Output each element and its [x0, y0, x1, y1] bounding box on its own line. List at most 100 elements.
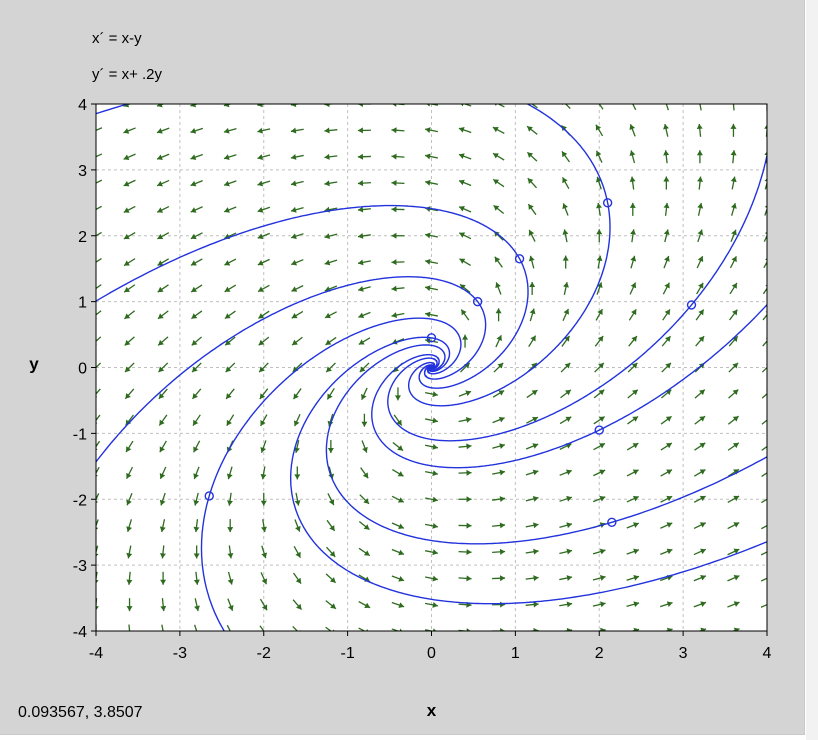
field-arrow: [191, 388, 202, 400]
field-arrow: [562, 255, 569, 269]
field-arrow: [227, 598, 234, 611]
field-arrow: [361, 387, 368, 401]
field-arrow: [391, 522, 405, 529]
y-axis-label: y: [29, 355, 39, 374]
field-arrow: [190, 232, 203, 240]
field-arrow: [158, 414, 168, 426]
field-arrow: [492, 416, 505, 424]
field-arrow: [123, 153, 136, 161]
field-arrow: [358, 311, 371, 319]
field-arrow: [424, 285, 439, 292]
field-arrow: [693, 548, 707, 556]
field-arrow: [391, 285, 405, 292]
x-tick-label: 0: [427, 645, 436, 662]
field-arrow: [193, 571, 200, 585]
field-arrow: [291, 336, 303, 346]
field-arrow: [391, 153, 405, 160]
field-arrow: [458, 522, 472, 529]
field-arrow: [226, 414, 235, 427]
field-arrow: [291, 310, 304, 319]
field-arrow: [662, 282, 670, 295]
field-arrow: [562, 203, 569, 216]
field-arrow: [223, 206, 237, 213]
field-arrow: [391, 179, 405, 186]
field-arrow: [293, 545, 302, 558]
field-arrow: [292, 599, 303, 610]
initial-point-marker[interactable]: [594, 425, 604, 435]
field-arrow: [159, 466, 167, 480]
field-arrow: [158, 362, 169, 373]
field-arrow: [192, 414, 201, 426]
field-arrow: [424, 311, 439, 318]
field-arrow: [157, 258, 170, 267]
field-arrow: [190, 127, 204, 134]
field-arrow: [627, 389, 639, 399]
field-arrow: [458, 153, 472, 160]
field-arrow: [693, 468, 706, 477]
field-arrow: [492, 575, 506, 582]
field-arrow: [290, 206, 304, 213]
field-arrow: [592, 548, 606, 555]
initial-point-marker[interactable]: [204, 491, 214, 501]
field-arrow: [360, 467, 369, 479]
field-arrow: [193, 492, 200, 506]
field-arrow: [596, 229, 603, 243]
initial-point-marker[interactable]: [602, 198, 613, 208]
trajectory-curve: [371, 303, 767, 469]
field-arrow: [659, 601, 673, 608]
field-arrow: [561, 627, 573, 631]
field-arrow: [693, 574, 707, 582]
field-arrow: [663, 255, 670, 269]
field-arrow: [257, 284, 270, 293]
field-arrow: [157, 284, 169, 293]
field-arrow: [294, 440, 300, 454]
field-arrow: [193, 440, 201, 453]
field-arrow: [123, 127, 136, 134]
field-arrow: [191, 336, 203, 346]
field-arrow: [492, 126, 505, 135]
field-arrow: [294, 492, 301, 506]
field-arrow: [595, 124, 604, 137]
field-arrow: [494, 104, 505, 108]
field-arrow: [160, 571, 167, 585]
field-arrow: [291, 285, 304, 292]
field-arrow: [526, 416, 539, 424]
field-arrow: [562, 308, 570, 321]
x-tick-label: 2: [595, 645, 604, 662]
field-arrow: [660, 495, 673, 503]
field-arrow: [525, 601, 539, 608]
field-arrow: [528, 335, 537, 348]
field-arrow: [124, 388, 135, 400]
field-arrow: [495, 282, 502, 295]
initial-points[interactable]: [204, 198, 697, 528]
field-arrow: [662, 309, 671, 321]
field-arrow: [426, 104, 439, 107]
field-arrow: [663, 202, 670, 216]
field-arrow: [730, 176, 737, 190]
x-tick-label: -3: [173, 645, 187, 662]
field-arrow: [123, 258, 136, 267]
field-arrow: [596, 255, 603, 269]
field-arrow: [526, 389, 538, 399]
field-arrow: [460, 104, 472, 107]
field-arrow: [357, 259, 371, 266]
trajectory-curve: [96, 276, 487, 463]
field-arrow: [626, 522, 640, 529]
axis-ticks: -4 -3 -2 -1 0 1 2 3 4 -4 -3 -2 -1 0 1 2 3 4: [73, 97, 772, 662]
initial-point-marker[interactable]: [426, 333, 437, 343]
initial-point-marker[interactable]: [472, 296, 483, 307]
y-tick-label: -4: [73, 624, 87, 641]
field-arrow: [358, 337, 371, 346]
initial-point-marker[interactable]: [607, 517, 617, 528]
field-arrow: [359, 494, 370, 505]
field-arrow: [424, 522, 439, 529]
field-arrow: [495, 308, 502, 322]
initial-point-marker[interactable]: [686, 300, 697, 310]
field-arrow: [357, 104, 371, 107]
field-arrow: [391, 312, 405, 319]
field-arrow: [727, 548, 740, 556]
field-arrow: [257, 154, 271, 160]
field-arrow: [193, 466, 200, 480]
initial-point-marker[interactable]: [514, 254, 525, 264]
